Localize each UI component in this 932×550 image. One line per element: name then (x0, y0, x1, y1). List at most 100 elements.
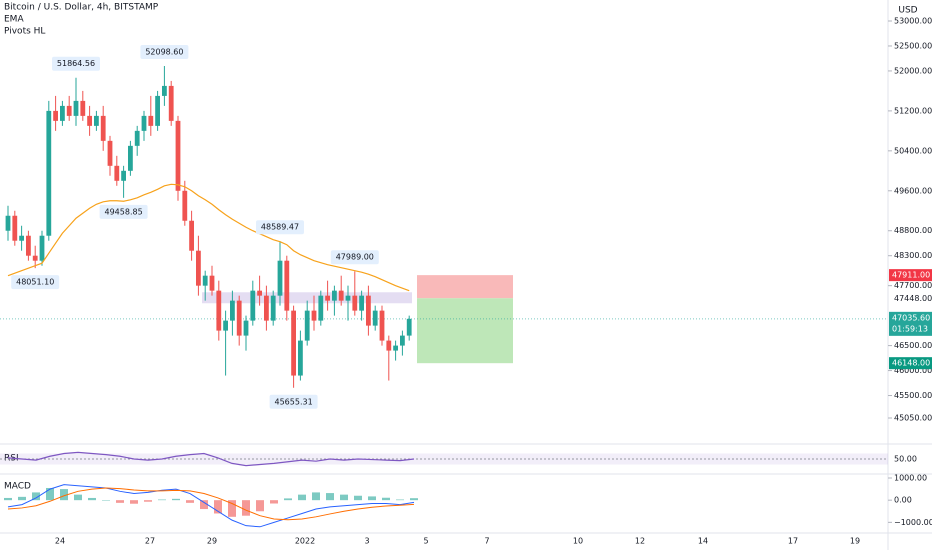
target-label-bg (889, 357, 932, 370)
pivot-label: 45655.31 (275, 397, 313, 406)
pivot-bg (330, 250, 379, 265)
candle-body (291, 310, 296, 376)
macd-histogram-bar (130, 500, 138, 504)
candle-body (19, 235, 24, 241)
candle-body (26, 235, 31, 256)
x-tick-label: 29 (207, 537, 217, 546)
candle-body (87, 115, 92, 126)
macd-histogram-bar (4, 497, 12, 501)
candle-body (223, 320, 228, 331)
candle-body (386, 340, 392, 351)
candle-body (379, 310, 385, 341)
macd-histogram-bar (32, 492, 40, 501)
x-tick-label: 19 (850, 537, 860, 546)
candle-body (250, 290, 256, 321)
y-tick-label: 48300.00 (894, 251, 932, 260)
macd-line (7, 484, 415, 528)
candle-body (209, 275, 215, 291)
candle-body (325, 295, 330, 301)
candle-body (332, 290, 337, 301)
ema-line (7, 183, 410, 292)
rsi-line (7, 451, 415, 467)
candle-body (107, 140, 113, 166)
candle-body (311, 310, 317, 321)
pivot-bg (269, 394, 318, 409)
macd-tick-label: 1000.00 (894, 474, 927, 483)
pivot-label: 48051.10 (16, 278, 54, 287)
countdown: 01:59:13 (892, 324, 928, 333)
candle-body (393, 345, 398, 351)
candle-body (162, 85, 167, 96)
candle-body (182, 190, 188, 221)
candle-body (134, 130, 140, 146)
candle-body (318, 295, 324, 321)
x-tick-label: 5 (423, 537, 428, 546)
macd-histogram-bar (326, 493, 334, 501)
candle-body (189, 220, 194, 251)
macd-histogram-bar (102, 500, 110, 501)
candle-body (298, 340, 303, 376)
pivot-bg (140, 45, 189, 60)
candle-body (175, 120, 181, 191)
macd-histogram-bar (270, 500, 278, 504)
candle-body (46, 110, 52, 236)
candle-body (80, 100, 86, 116)
candle-body (338, 290, 344, 301)
x-tick-label: 2022 (295, 537, 315, 546)
candle-body (372, 310, 378, 326)
x-tick-label: 12 (635, 537, 645, 546)
x-tick-label: 3 (364, 537, 369, 546)
macd-histogram-bar (242, 500, 250, 516)
x-tick-label: 27 (145, 537, 155, 546)
macd-histogram-bar (46, 487, 54, 501)
y-tick-label: 45500.00 (894, 391, 932, 400)
y-tick-label: 48800.00 (894, 226, 932, 235)
macd-histogram-bar (116, 500, 124, 503)
x-tick-label: 24 (55, 537, 65, 546)
candle-body (196, 250, 201, 286)
candle-body (141, 115, 147, 131)
candle-body (32, 255, 38, 261)
x-tick-label: 17 (788, 537, 798, 546)
macd-histogram-bar (18, 496, 26, 501)
macd-label: MACD (4, 482, 31, 492)
pivot-label: 49458.85 (105, 207, 143, 216)
candle-body (264, 295, 269, 321)
indicator-name: Pivots HL (4, 27, 45, 37)
macd-histogram-bar (284, 498, 292, 501)
candle-body (155, 95, 160, 126)
macd-histogram-bar (354, 495, 362, 501)
candle-body (73, 100, 79, 116)
entry-label: 47448.00 (894, 294, 932, 303)
chart-title: Bitcoin / U.S. Dollar, 4h, BITSTAMP (4, 3, 159, 13)
candle-body (128, 145, 133, 171)
macd-histogram-bar (186, 500, 194, 503)
candle-body (359, 295, 364, 311)
pivot-bg (11, 275, 60, 290)
y-tick-label: 50400.00 (894, 146, 932, 155)
pivot-label: 47989.00 (336, 253, 374, 262)
candle-body (202, 275, 208, 286)
candle-body (53, 110, 58, 121)
candle-body (243, 320, 249, 336)
stop-label: 47911.00 (892, 271, 930, 280)
candle-body (284, 260, 290, 311)
stop-label-bg (889, 269, 932, 282)
macd-histogram-bar (200, 500, 208, 510)
candle-body (100, 115, 106, 141)
candle-body (66, 105, 72, 116)
y-tick-label: 46000.00 (894, 366, 932, 375)
candle-body (277, 260, 283, 296)
macd-histogram-bar (60, 489, 68, 501)
macd-histogram-bar (298, 494, 306, 501)
pivot-label: 48589.47 (261, 223, 299, 232)
y-tick-label: 45050.00 (894, 414, 932, 423)
y-tick-label: 46500.00 (894, 341, 932, 350)
pivot-label: 52098.60 (145, 48, 183, 57)
candle-body (60, 105, 65, 121)
x-tick-label: 14 (698, 537, 708, 546)
candle-body (366, 295, 371, 326)
macd-histogram-bar (340, 494, 348, 501)
candle-body (345, 295, 351, 301)
y-tick-label: 47700.00 (894, 281, 932, 290)
